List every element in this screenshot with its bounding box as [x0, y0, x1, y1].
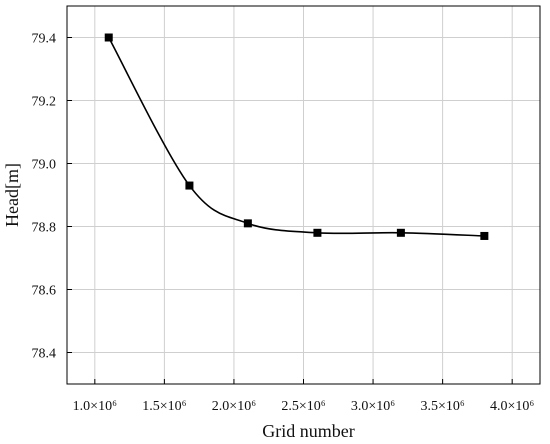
- data-point-1: [185, 181, 194, 190]
- x-tick-label-4: 3.0×10⁶: [351, 399, 395, 414]
- data-point-5: [480, 231, 489, 240]
- data-point-2: [243, 219, 252, 228]
- y-tick-label-3: 79.0: [32, 158, 57, 173]
- data-point-4: [396, 228, 405, 237]
- x-axis-title: Grid number: [262, 421, 354, 441]
- x-tick-label-5: 3.5×10⁶: [420, 399, 464, 414]
- y-axis-title: Head[m]: [2, 163, 22, 227]
- y-tick-labels: 78.4 78.6 78.8 79.0 79.2 79.4: [32, 32, 57, 362]
- y-tick-label-4: 79.2: [32, 95, 57, 110]
- axis-ticks: [67, 37, 513, 384]
- x-tick-labels: 1.0×10⁶ 1.5×10⁶ 2.0×10⁶ 2.5×10⁶ 3.0×10⁶ 3.5×1…: [73, 399, 535, 414]
- y-tick-label-2: 78.8: [32, 221, 57, 236]
- x-tick-label-2: 2.0×10⁶: [212, 399, 256, 414]
- x-tick-label-6: 4.0×10⁶: [490, 399, 534, 414]
- data-point-0: [104, 33, 113, 42]
- x-tick-label-1: 1.5×10⁶: [142, 399, 186, 414]
- y-tick-label-1: 78.6: [32, 284, 57, 299]
- series-line: [108, 37, 485, 237]
- y-tick-label-5: 79.4: [32, 32, 57, 47]
- grid-lines: [67, 6, 540, 384]
- data-point-markers: [104, 33, 489, 240]
- y-tick-label-0: 78.4: [32, 347, 57, 362]
- x-tick-label-3: 2.5×10⁶: [281, 399, 325, 414]
- data-point-3: [313, 228, 322, 237]
- x-tick-label-0: 1.0×10⁶: [73, 399, 117, 414]
